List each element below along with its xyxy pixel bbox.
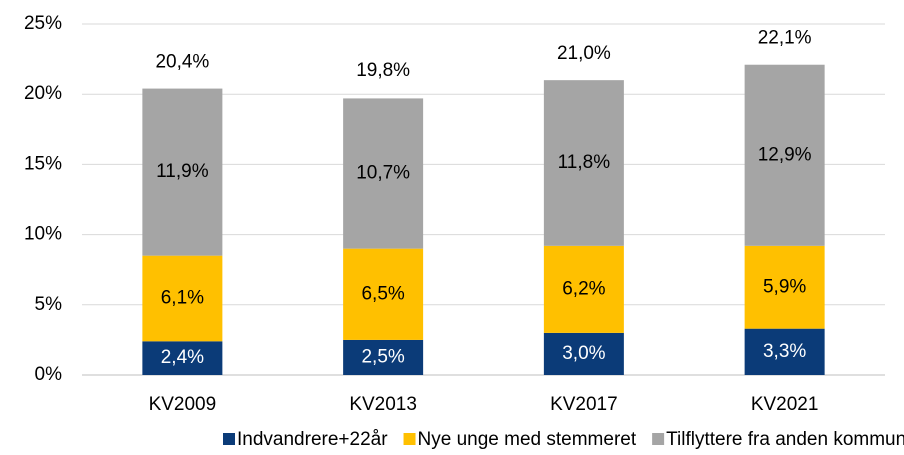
data-label: 6,1% [161,287,204,308]
data-label: 5,9% [763,276,806,297]
data-label: 6,2% [562,278,605,299]
total-label: 20,4% [155,52,209,73]
data-label: 2,5% [361,346,404,367]
x-tick-label: KV2013 [349,394,417,415]
y-tick-label: 15% [24,153,62,174]
bar-segment [343,339,424,375]
data-label: 11,8% [558,152,611,173]
data-label: 6,5% [361,283,404,304]
x-tick-label: KV2009 [149,394,217,415]
data-label: 12,9% [758,144,812,165]
bar-segment [343,98,424,249]
y-tick-label: 5% [35,294,63,315]
bar-segment [744,64,825,246]
data-label: 3,3% [763,341,806,362]
data-label: 10,7% [356,163,410,184]
bar-segment [543,80,624,246]
total-label: 22,1% [758,28,812,49]
legend-label: Indvandrere+22år [237,429,388,450]
x-tick-label: KV2021 [751,394,819,415]
y-tick-label: 10% [24,224,62,245]
x-tick-label: KV2017 [550,394,618,415]
bar-segment [744,328,825,375]
bar-segment [142,341,223,375]
bar-segment [142,88,223,256]
bar-segment [343,248,424,340]
y-tick-label: 20% [24,83,62,104]
bar-segment [543,245,624,333]
bar-segment [142,255,223,342]
total-label: 21,0% [557,43,611,64]
legend-label: Tilflyttere fra anden kommune [666,429,904,450]
legend-label: Nye unge med stemmeret [418,429,637,450]
bar-segment [744,245,825,329]
data-label: 2,4% [161,347,204,368]
data-label: 11,9% [156,161,209,182]
total-label: 19,8% [356,60,410,81]
legend-swatch [652,433,665,445]
legend-swatch [223,433,235,445]
y-tick-label: 25% [24,13,62,34]
y-tick-label: 0% [35,364,63,385]
legend-swatch [403,433,416,445]
data-label: 3,0% [562,343,605,364]
bar-segment [543,332,624,375]
